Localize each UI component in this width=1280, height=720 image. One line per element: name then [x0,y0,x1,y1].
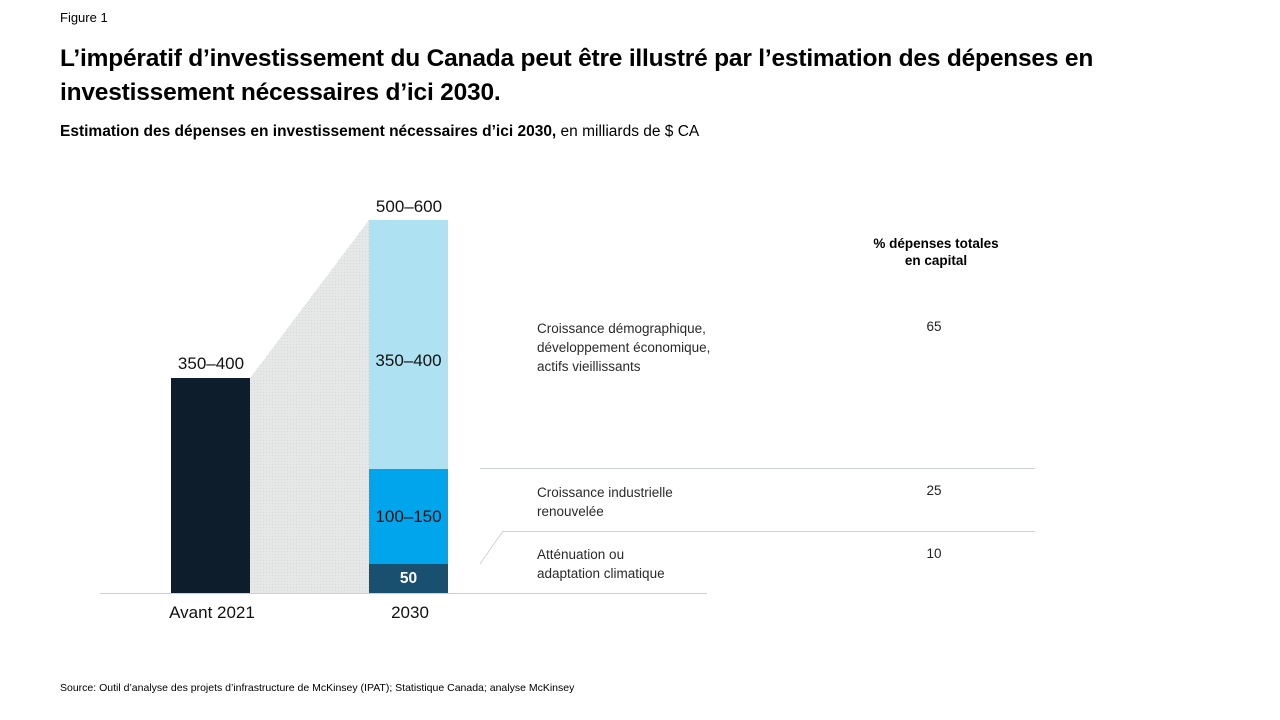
segment-attenuation-climatique: 50 [369,564,448,593]
segment-label: 350–400 [375,351,442,370]
growth-connector-shape [250,220,369,593]
page-title: L’impératif d’investissement du Canada p… [60,45,1094,106]
subtitle-unit: en milliards de $ CA [556,123,700,140]
row-label-industrielle: Croissance industrielle renouvelée [537,485,673,519]
source-note: Source: Outil d’analyse des projets d’in… [60,682,575,694]
row-value-climatique: 10 [926,546,942,561]
x-tick-2030: 2030 [391,603,429,622]
row-separator-line [480,468,1035,469]
leader-line-diagonal [479,530,504,565]
row-value-industrielle: 25 [926,483,942,498]
row-separator-line [503,531,1035,532]
segment-croissance-industrielle: 100–150 [369,469,448,564]
figure-number: Figure 1 [60,10,108,25]
row-label-demographique: Croissance démographique, développement … [537,321,711,374]
capex-column-header: % dépenses totales en capital [873,236,999,268]
bar-2030: 350–400 100–150 50 [369,220,448,593]
chart-subtitle: Estimation des dépenses en investissemen… [60,122,699,142]
segment-label: 100–150 [375,506,442,526]
bar-2030-total-label: 500–600 [375,197,443,216]
segment-croissance-demographique: 350–400 [369,220,448,469]
x-tick-avant-2021: Avant 2021 [169,603,255,622]
x-axis-baseline [100,593,707,594]
bar-avant2021 [171,378,250,593]
row-value-demographique: 65 [926,319,942,334]
bar-avant2021-total-label: 350–400 [177,354,245,373]
subtitle-bold: Estimation des dépenses en investissemen… [60,123,557,140]
segment-label: 50 [399,569,418,587]
row-label-climatique: Atténuation ou adaptation climatique [537,547,665,581]
